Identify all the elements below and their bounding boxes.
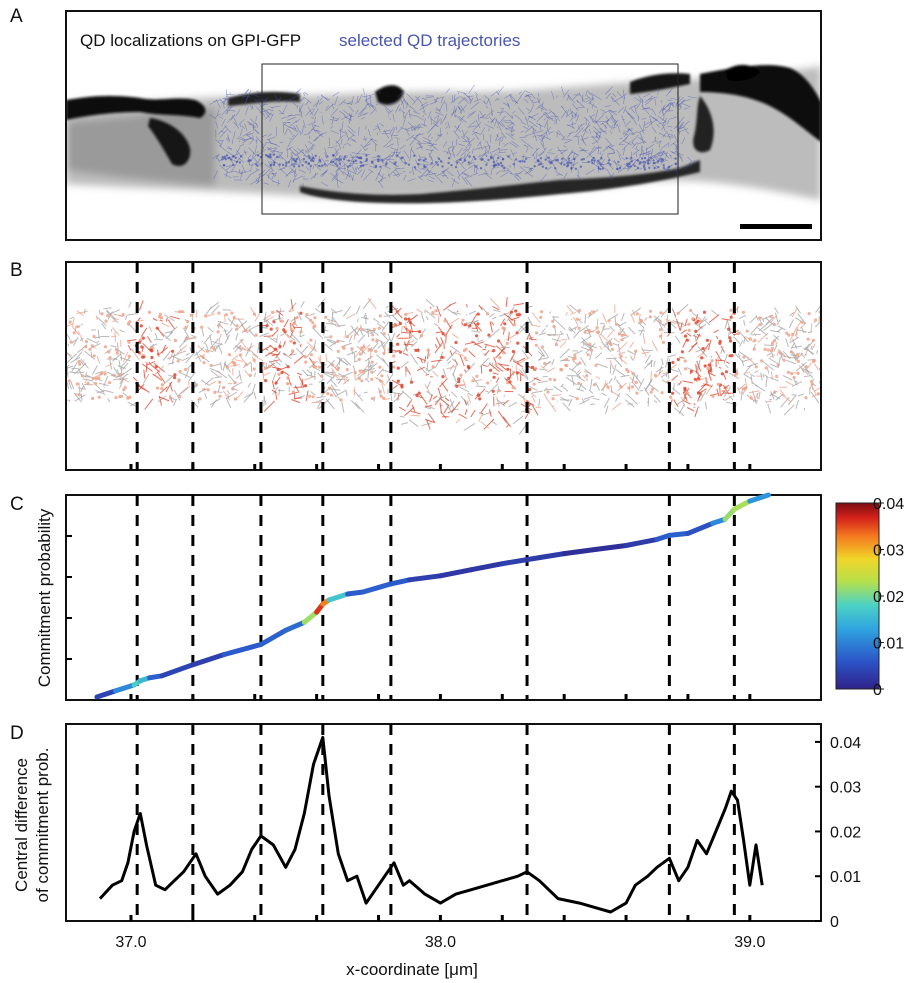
d-y-tick-label-1: 0.01: [830, 869, 861, 886]
x-axis-label: x-coordinate [μm]: [346, 960, 478, 979]
c-segment-18: [437, 567, 474, 579]
c-segment-14: [345, 589, 366, 597]
d-y-tick-label-2: 0.02: [830, 824, 861, 841]
d-y-axis-label-line2: of commitment prob.: [33, 748, 52, 903]
c-segment-17: [407, 573, 443, 583]
c-segment-27: [685, 520, 716, 536]
panel-b-boundaries: [135, 262, 736, 470]
legend-localizations: QD localizations on GPI-GFP: [80, 31, 301, 50]
d-y-axis-label-line1: Central difference: [12, 758, 31, 892]
colorbar-ticks: 0 0.01 0.02 0.03 0.04: [873, 496, 904, 699]
scale-bar: [740, 224, 812, 229]
c-segment-26: [666, 530, 691, 538]
c-segment-1: [113, 682, 137, 694]
c-segment-23: [592, 543, 629, 552]
d-y-tick-label-4: 0.04: [830, 735, 861, 752]
panel-label-c: C: [10, 494, 24, 515]
selection-rectangle: [261, 63, 679, 215]
c-segment-16: [388, 577, 412, 587]
c-segment-22: [561, 547, 598, 557]
c-segment-31: [747, 492, 771, 504]
c-segment-13: [326, 591, 351, 603]
panel-a-frame: [65, 10, 822, 241]
x-tick-label-1: 38.0: [425, 934, 456, 951]
c-segment-7: [221, 642, 264, 658]
c-y-axis-label: Commitment probability: [35, 508, 54, 687]
panel-label-d: D: [10, 723, 24, 744]
panel-d-boundaries: [135, 724, 736, 921]
colorbar-tick-label-0: 0: [873, 682, 882, 699]
trajectory-segments: [66, 297, 821, 435]
panel-b-plot: [66, 262, 821, 470]
c-segment-8: [258, 627, 289, 647]
c-segment-6: [190, 652, 227, 668]
x-tick-label-2: 39.0: [734, 934, 765, 951]
colorbar-tick-label-2: 0.02: [873, 589, 904, 606]
c-segment-0: [94, 688, 118, 700]
d-y-tick-label-0: 0: [830, 914, 839, 931]
c-segment-10: [301, 609, 320, 625]
panel-d-ticks: 37.0 38.0 39.0 0 0.01 0.02 0.03 0.04: [115, 735, 861, 951]
colorbar-tick-label-1: 0.01: [873, 636, 904, 653]
x-tick-label-0: 37.0: [115, 934, 146, 951]
c-segment-9: [283, 619, 307, 633]
trajectory-cloud: [209, 84, 697, 188]
colorbar-tick-label-3: 0.03: [873, 543, 904, 560]
panel-a-image: [66, 11, 821, 240]
colorbar-tick-label-4: 0.04: [873, 496, 904, 513]
c-segment-15: [360, 581, 394, 595]
legend-trajectories: selected QD trajectories: [339, 31, 520, 50]
c-segment-30: [731, 498, 753, 512]
c-segment-21: [524, 551, 567, 563]
central-difference-curve: [98, 735, 764, 914]
d-series-line: [98, 735, 764, 914]
panel-c-boundaries: [135, 495, 736, 700]
d-y-tick-label-3: 0.03: [830, 780, 861, 797]
panel-b-frame: [65, 261, 822, 471]
c-segment-5: [159, 662, 196, 679]
panel-label-b: B: [10, 260, 23, 281]
c-segment-19: [468, 561, 505, 573]
commitment-curve: [94, 492, 771, 700]
panel-label-a: A: [10, 6, 23, 27]
panel-b-ticks: [129, 464, 752, 470]
c-segment-24: [623, 536, 660, 548]
c-segment-20: [499, 557, 530, 567]
panel-d-frame: [65, 723, 822, 922]
